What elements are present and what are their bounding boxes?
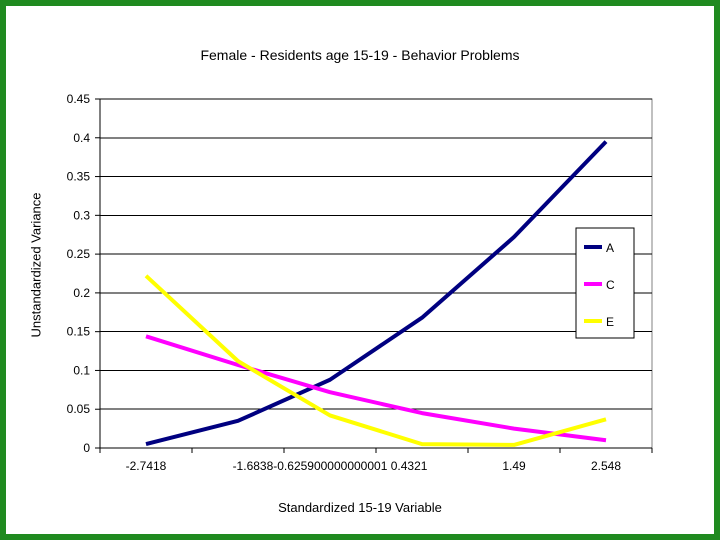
x-axis-title: Standardized 15-19 Variable: [278, 500, 442, 515]
y-tick-label: 0.35: [67, 170, 91, 184]
series-line-e: [144, 274, 607, 447]
chart-title: Female - Residents age 15-19 - Behavior …: [200, 47, 520, 63]
y-tick-label: 0.25: [67, 247, 91, 261]
y-tick-label: 0.45: [67, 92, 91, 106]
y-tick-label: 0.2: [73, 286, 90, 300]
y-tick-label: 0.1: [73, 363, 90, 377]
series-line-a: [145, 140, 608, 447]
legend-label-e: E: [606, 315, 614, 329]
plot-area: [99, 98, 653, 449]
y-tick-label: 0.3: [73, 208, 90, 222]
x-tick-label: 2.548: [591, 459, 621, 473]
x-tick-label: -2.7418: [126, 459, 167, 473]
legend-label-a: A: [606, 241, 614, 255]
x-tick-label: 1.49: [502, 459, 526, 473]
legend-label-c: C: [606, 278, 615, 292]
x-tick-label: -1.6838-0.625900000000001 0.4321: [233, 459, 428, 473]
y-tick-label: 0.15: [67, 325, 91, 339]
y-tick-label: 0.4: [73, 131, 90, 145]
series-line-c: [145, 334, 607, 443]
y-tick-label: 0.05: [67, 402, 91, 416]
y-tick-label: 0: [83, 441, 90, 455]
